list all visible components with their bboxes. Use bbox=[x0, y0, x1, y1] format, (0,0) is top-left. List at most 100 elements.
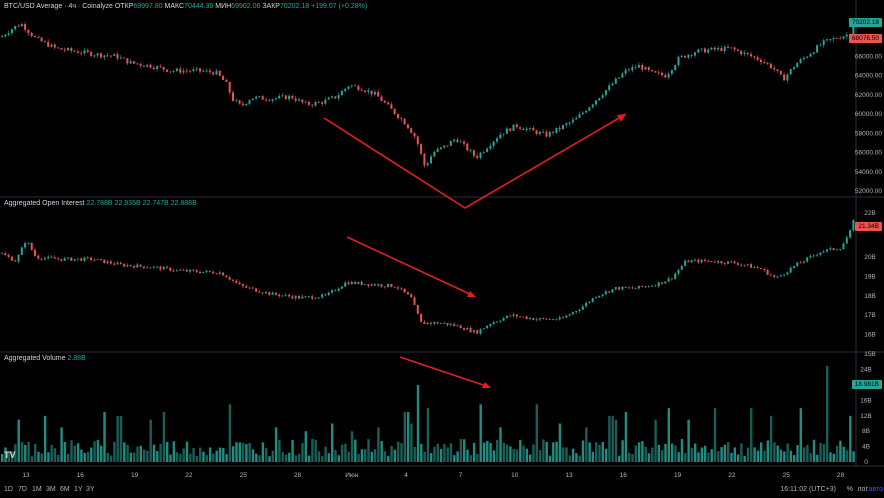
volume-bar bbox=[238, 442, 241, 462]
volume-bar bbox=[251, 449, 255, 462]
candle-body bbox=[595, 297, 597, 299]
candle-body bbox=[667, 73, 670, 78]
volume-bar bbox=[786, 443, 789, 462]
candle-body bbox=[403, 119, 406, 125]
candle-body bbox=[730, 261, 733, 263]
candle-body bbox=[581, 112, 584, 115]
volume-bar bbox=[700, 447, 703, 462]
volume-bar bbox=[591, 451, 595, 462]
volume-bar bbox=[753, 447, 756, 462]
candle-body bbox=[766, 269, 769, 275]
candle-body bbox=[489, 324, 492, 326]
timeframe-7d[interactable]: 7D bbox=[18, 486, 27, 493]
candle-body bbox=[647, 286, 650, 288]
volume-arrow bbox=[399, 356, 490, 388]
volume-bar bbox=[453, 455, 456, 462]
candle-body bbox=[829, 39, 832, 41]
oi-tick-label: 18B bbox=[864, 293, 876, 300]
candle-body bbox=[637, 64, 640, 68]
volume-bar bbox=[647, 453, 651, 462]
candle-body bbox=[126, 58, 129, 64]
candle-body bbox=[27, 29, 30, 33]
volume-bar bbox=[24, 445, 27, 462]
timeframe-1m[interactable]: 1M bbox=[32, 486, 42, 493]
candle-body bbox=[218, 70, 221, 76]
volume-bar bbox=[63, 442, 67, 462]
candle-body bbox=[232, 279, 234, 281]
candle-body bbox=[17, 26, 20, 27]
candle-body bbox=[802, 57, 805, 60]
candle-body bbox=[637, 285, 640, 289]
volume-bar bbox=[129, 452, 133, 462]
volume-bar bbox=[433, 446, 436, 462]
candle-body bbox=[680, 265, 683, 270]
volume-bar bbox=[258, 455, 261, 462]
candle-body bbox=[100, 53, 102, 58]
oi-legend[interactable]: Aggregated Open Interest 22.788B 22.935B… bbox=[4, 199, 197, 209]
volume-bar bbox=[634, 445, 637, 462]
candle-body bbox=[789, 69, 792, 75]
candle-body bbox=[839, 38, 842, 40]
candle-body bbox=[618, 287, 621, 290]
volume-bar bbox=[133, 452, 136, 462]
volume-bar bbox=[842, 446, 845, 462]
candle-body bbox=[43, 41, 46, 43]
candle-body bbox=[83, 257, 86, 261]
volume-bar bbox=[301, 443, 304, 462]
candle-body bbox=[746, 264, 749, 266]
timeframe-3m[interactable]: 3M bbox=[46, 486, 56, 493]
candle-body bbox=[133, 266, 135, 268]
timeframe-1d[interactable]: 1D bbox=[4, 486, 13, 493]
candle-body bbox=[598, 295, 601, 298]
volume-bar bbox=[357, 453, 360, 462]
candle-body bbox=[146, 267, 149, 269]
volume-bar bbox=[809, 453, 812, 462]
candle-body bbox=[700, 259, 703, 263]
tradingview-logo-icon[interactable]: TV bbox=[4, 450, 16, 460]
candle-body bbox=[690, 54, 693, 56]
timeframe-3y[interactable]: 3Y bbox=[86, 486, 95, 493]
candle-body bbox=[786, 272, 789, 275]
volume-bar bbox=[218, 447, 222, 462]
candle-body bbox=[93, 260, 96, 261]
timeframe-1y[interactable]: 1Y bbox=[74, 486, 83, 493]
volume-bar bbox=[83, 452, 86, 462]
volume-bar bbox=[304, 431, 307, 462]
candle-body bbox=[552, 131, 555, 133]
candle-body bbox=[367, 284, 370, 286]
volume-bar bbox=[783, 451, 786, 462]
volume-bar bbox=[80, 449, 83, 462]
percent-toggle[interactable]: % bbox=[846, 486, 853, 493]
log-toggle[interactable]: лог bbox=[857, 486, 868, 493]
volume-legend[interactable]: Aggregated Volume 2.88B bbox=[4, 354, 86, 364]
candle-body bbox=[604, 291, 607, 295]
volume-bar bbox=[529, 454, 532, 462]
candle-body bbox=[654, 285, 657, 287]
auto-toggle[interactable]: авто bbox=[868, 486, 883, 493]
oi-value-2: 22.747B bbox=[142, 200, 169, 207]
volume-bar bbox=[202, 451, 205, 462]
candle-body bbox=[90, 51, 93, 56]
volume-bar bbox=[166, 441, 169, 462]
candle-body bbox=[241, 103, 244, 106]
candle-body bbox=[350, 85, 353, 87]
candle-body bbox=[674, 273, 677, 280]
candle-body bbox=[697, 49, 700, 53]
volume-bar bbox=[667, 408, 670, 462]
candle-body bbox=[769, 274, 772, 276]
volume-bar bbox=[248, 443, 251, 462]
candle-body bbox=[357, 85, 360, 90]
volume-bar bbox=[571, 448, 575, 462]
volume-bar bbox=[93, 441, 96, 462]
candle-body bbox=[733, 261, 736, 264]
volume-tick-label: 12B bbox=[860, 413, 872, 420]
timeframe-6m[interactable]: 6M bbox=[60, 486, 70, 493]
candle-body bbox=[466, 327, 469, 330]
volume-bar bbox=[423, 451, 426, 462]
candle-body bbox=[532, 127, 535, 131]
candle-body bbox=[103, 55, 106, 58]
candle-body bbox=[354, 85, 357, 87]
volume-bar bbox=[562, 447, 565, 462]
volume-bar bbox=[400, 443, 403, 462]
